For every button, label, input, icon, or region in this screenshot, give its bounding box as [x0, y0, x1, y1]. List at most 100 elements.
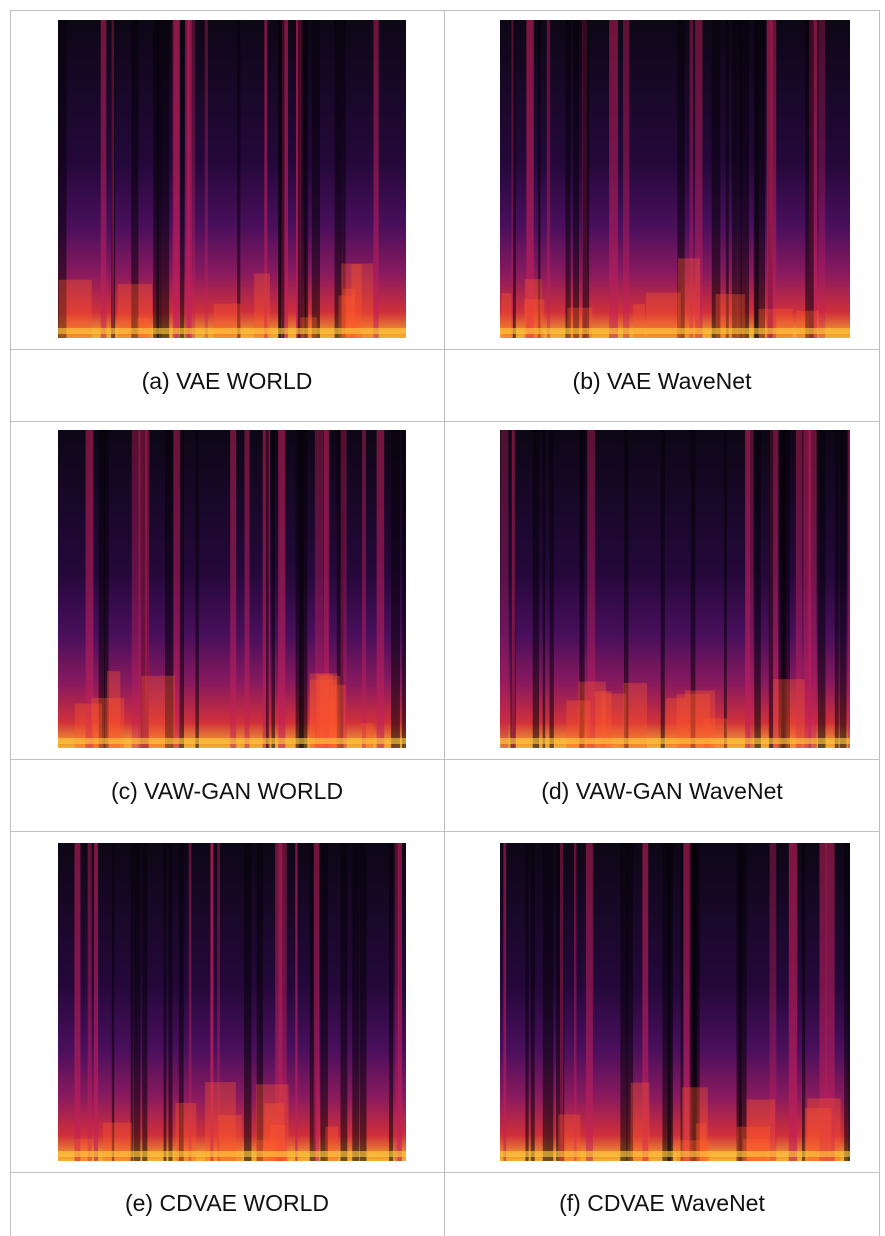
formant — [773, 679, 805, 748]
table-border — [10, 10, 880, 11]
stripe — [511, 430, 515, 748]
stripe — [282, 20, 289, 338]
stripe — [397, 843, 402, 1161]
stripe — [788, 843, 798, 1161]
stripe — [111, 20, 114, 338]
stripe — [623, 430, 629, 748]
stripe — [217, 843, 220, 1161]
stripe — [188, 20, 196, 338]
stripe — [156, 20, 162, 338]
stripe — [391, 430, 400, 748]
stripe — [626, 843, 634, 1161]
table-border — [10, 759, 880, 760]
stripe — [511, 20, 515, 338]
stripe — [278, 20, 282, 338]
stripe — [778, 430, 787, 748]
stripe — [153, 20, 160, 338]
stripe — [745, 430, 750, 748]
formant — [578, 681, 606, 748]
formant — [524, 279, 542, 338]
formant — [351, 263, 362, 338]
stripe — [133, 843, 141, 1161]
stripe — [695, 20, 703, 338]
table-border — [10, 349, 880, 350]
stripe — [542, 430, 546, 748]
harmonic-band — [58, 1151, 406, 1157]
stripe — [737, 20, 742, 338]
stripe — [839, 430, 847, 748]
formant — [254, 273, 270, 338]
formant — [743, 1138, 768, 1161]
stripe — [532, 430, 540, 748]
stripe — [803, 430, 812, 748]
stripe — [677, 20, 685, 338]
stripe — [359, 843, 367, 1161]
stripe — [340, 430, 347, 748]
harmonic-band — [58, 738, 406, 744]
stripe — [740, 20, 750, 338]
stripe — [662, 843, 672, 1161]
spectrogram — [58, 20, 406, 338]
stripe — [500, 430, 509, 748]
stripe — [271, 430, 275, 748]
stripe — [142, 843, 148, 1161]
stripe — [373, 20, 379, 338]
stripe — [168, 843, 173, 1161]
stripe — [609, 20, 618, 338]
formant — [681, 1087, 708, 1161]
stripe — [559, 843, 564, 1161]
formant — [630, 1082, 650, 1161]
stripe — [723, 430, 727, 748]
formant — [558, 1114, 581, 1161]
table-border — [10, 421, 880, 422]
stripe — [160, 20, 170, 338]
stripe — [805, 20, 814, 338]
stripe — [138, 430, 147, 748]
formant — [141, 675, 175, 748]
formant — [807, 1098, 841, 1161]
stripe — [130, 843, 134, 1161]
stripe — [230, 430, 237, 748]
stripe — [173, 430, 181, 748]
formant — [623, 682, 647, 748]
formant — [676, 1140, 710, 1161]
stripe — [165, 430, 174, 748]
stripe — [295, 843, 298, 1161]
stripe — [542, 843, 546, 1161]
stripe — [749, 430, 754, 748]
formant — [595, 691, 612, 748]
stripe — [587, 430, 596, 748]
stripe — [394, 843, 399, 1161]
stripe — [103, 430, 109, 748]
stripe — [683, 843, 692, 1161]
stripe — [334, 20, 343, 338]
formant — [319, 676, 341, 748]
formant — [633, 304, 645, 338]
stripe — [210, 843, 214, 1161]
background — [500, 20, 850, 338]
spectrogram — [500, 20, 850, 338]
stripe — [818, 20, 826, 338]
stripe — [401, 430, 406, 748]
stripe — [537, 20, 541, 338]
stripe — [98, 430, 106, 748]
stripe — [275, 843, 283, 1161]
table-border — [444, 10, 445, 1236]
formant — [341, 263, 374, 338]
stripe — [769, 843, 777, 1161]
stripe — [530, 843, 535, 1161]
stripe — [180, 20, 185, 338]
formant — [342, 288, 356, 338]
stripe — [131, 20, 139, 338]
stripe — [320, 843, 328, 1161]
stripe — [848, 843, 850, 1161]
caption: (c) VAW-GAN WORLD — [110, 778, 344, 804]
formant — [256, 1084, 289, 1161]
stripe — [525, 843, 529, 1161]
stripe — [336, 430, 344, 748]
stripe — [680, 843, 684, 1161]
stripe — [731, 20, 738, 338]
stripe — [711, 20, 721, 338]
background — [500, 430, 850, 748]
